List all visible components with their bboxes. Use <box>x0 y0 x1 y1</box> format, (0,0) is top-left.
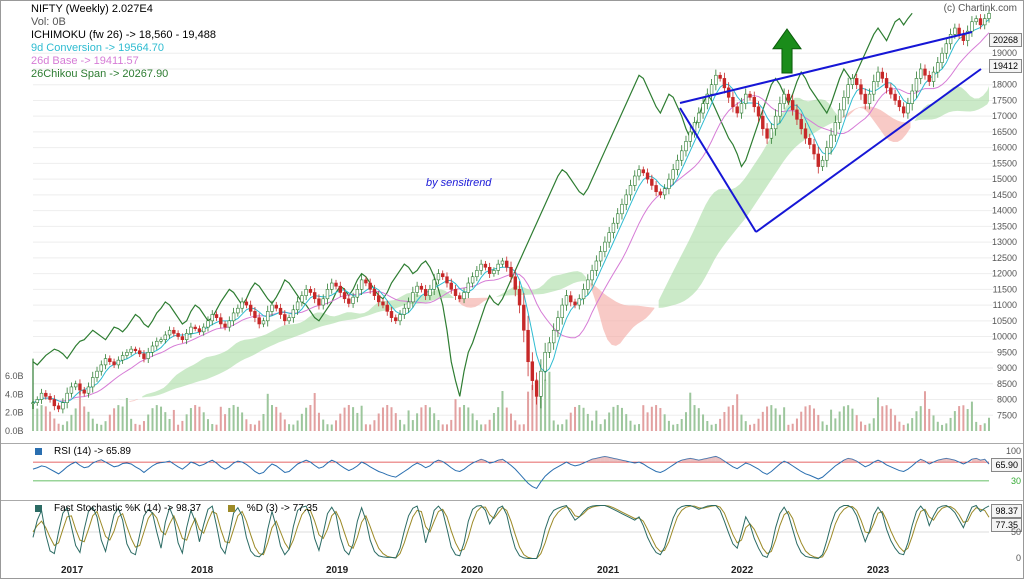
svg-text:12500: 12500 <box>992 253 1017 263</box>
svg-text:16000: 16000 <box>992 143 1017 153</box>
svg-text:17000: 17000 <box>992 111 1017 121</box>
x-axis-year: 2018 <box>191 565 213 576</box>
title-label: NIFTY (Weekly) 2.027E4 <box>31 3 216 16</box>
svg-text:14500: 14500 <box>992 190 1017 200</box>
stoch-legend: Fast Stochastic %K (14) -> 98.37 %D (3) … <box>35 503 342 514</box>
svg-text:8500: 8500 <box>997 379 1017 389</box>
svg-text:15000: 15000 <box>992 174 1017 184</box>
stoch-d-label: %D (3) -> 77.35 <box>247 503 318 514</box>
rsi-label: RSI (14) -> 65.89 <box>54 446 131 457</box>
svg-text:11500: 11500 <box>993 284 1017 294</box>
stochastic-panel[interactable]: Fast Stochastic %K (14) -> 98.37 %D (3) … <box>1 500 1023 564</box>
x-axis-year: 2017 <box>61 565 83 576</box>
x-axis-year: 2019 <box>326 565 348 576</box>
svg-text:17500: 17500 <box>992 95 1017 105</box>
main-legend: NIFTY (Weekly) 2.027E4 Vol: 0B ICHIMOKU … <box>31 3 216 81</box>
svg-text:9500: 9500 <box>997 347 1017 357</box>
svg-text:16500: 16500 <box>992 127 1017 137</box>
stoch-tick-0: 0 <box>1016 553 1021 563</box>
ichimoku-label: ICHIMOKU (fw 26) -> 18,560 - 19,488 <box>31 29 216 42</box>
x-axis-year: 2021 <box>597 565 619 576</box>
svg-text:19000: 19000 <box>992 48 1017 58</box>
svg-text:13000: 13000 <box>992 237 1017 247</box>
svg-text:8000: 8000 <box>997 395 1017 405</box>
rsi-panel[interactable]: RSI (14) -> 65.89 65.90 100 30 <box>1 443 1023 498</box>
svg-text:10500: 10500 <box>992 316 1017 326</box>
stoch-k-value-box: 98.37 <box>991 504 1022 518</box>
svg-text:0.0B: 0.0B <box>5 426 24 436</box>
svg-text:18000: 18000 <box>992 80 1017 90</box>
svg-text:10000: 10000 <box>992 332 1017 342</box>
x-axis-year: 2022 <box>731 565 753 576</box>
annotation-text: by sensitrend <box>426 177 491 189</box>
rsi-value-box: 65.90 <box>991 458 1022 472</box>
svg-text:2.0B: 2.0B <box>5 408 24 418</box>
volume-label: Vol: 0B <box>31 16 216 29</box>
x-axis-year: 2023 <box>867 565 889 576</box>
svg-text:9000: 9000 <box>997 363 1017 373</box>
watermark: (c) Chartink.com <box>944 3 1017 14</box>
svg-text:14000: 14000 <box>992 206 1017 216</box>
svg-text:6.0B: 6.0B <box>5 371 24 381</box>
price-box: 20268 <box>989 33 1022 47</box>
chart-container: (c) Chartink.com NIFTY (Weekly) 2.027E4 … <box>0 0 1024 579</box>
rsi-tick-100: 100 <box>1006 446 1021 456</box>
stoch-k-label: Fast Stochastic %K (14) -> 98.37 <box>54 503 201 514</box>
base-label: 26d Base -> 19411.57 <box>31 55 216 68</box>
rsi-legend: RSI (14) -> 65.89 <box>35 446 155 457</box>
x-axis-year: 2020 <box>461 565 483 576</box>
svg-text:11000: 11000 <box>993 300 1017 310</box>
rsi-tick-30: 30 <box>1011 476 1021 486</box>
main-price-panel[interactable]: (c) Chartink.com NIFTY (Weekly) 2.027E4 … <box>1 1 1023 441</box>
svg-text:7500: 7500 <box>997 410 1017 420</box>
x-axis: 2017 2018 2019 2020 2021 2022 2023 <box>1 564 1023 579</box>
svg-text:12000: 12000 <box>992 269 1017 279</box>
stoch-tick-50: 50 <box>1011 527 1021 537</box>
price-box: 19412 <box>989 59 1022 73</box>
svg-text:15500: 15500 <box>992 158 1017 168</box>
svg-text:13500: 13500 <box>992 221 1017 231</box>
conversion-label: 9d Conversion -> 19564.70 <box>31 42 216 55</box>
svg-text:4.0B: 4.0B <box>5 389 24 399</box>
chikou-label: 26Chikou Span -> 20267.90 <box>31 68 216 81</box>
